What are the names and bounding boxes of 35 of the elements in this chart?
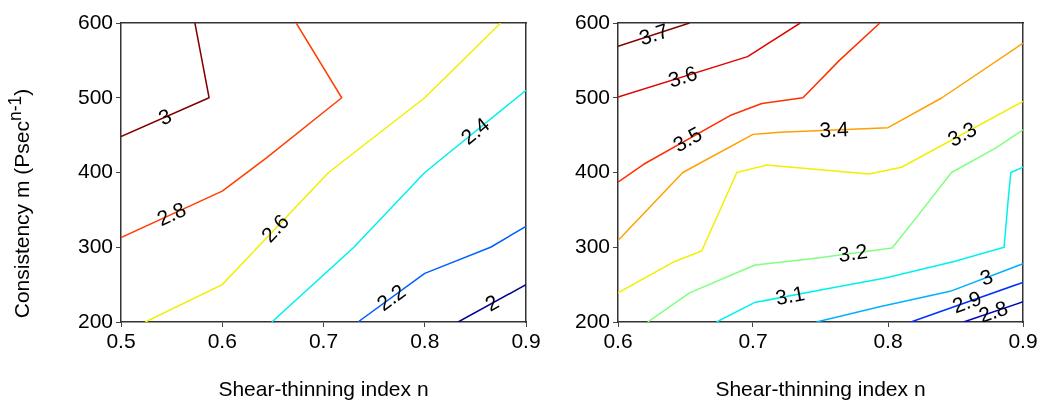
y-tick-label: 400 bbox=[574, 159, 610, 183]
x-tick-label: 0.8 bbox=[410, 329, 440, 353]
text: 2.4 bbox=[456, 112, 494, 149]
y-tick-label: 500 bbox=[574, 84, 610, 108]
text: 2.6 bbox=[256, 209, 294, 247]
x-axis-title: Shear-thinning index n bbox=[715, 377, 926, 401]
text: 3.5 bbox=[668, 121, 706, 157]
y-tick-label: 200 bbox=[77, 308, 113, 332]
text: 3 bbox=[976, 264, 996, 290]
y-tick-label: 300 bbox=[77, 234, 113, 258]
y-tick-label: 600 bbox=[77, 9, 113, 33]
text: 3.7 bbox=[636, 18, 671, 50]
text: 3.2 bbox=[836, 239, 869, 266]
x-tick-label: 0.5 bbox=[106, 329, 136, 353]
text: 3.1 bbox=[773, 281, 807, 310]
x-tick-label: 0.6 bbox=[603, 329, 633, 353]
text: 3.3 bbox=[943, 116, 981, 151]
text: 3 bbox=[154, 103, 175, 130]
x-tick-label: 0.7 bbox=[308, 329, 339, 353]
x-tick-label: 0.9 bbox=[1008, 329, 1038, 353]
y-tick-label: 500 bbox=[77, 84, 113, 108]
y-tick-label: 600 bbox=[574, 9, 610, 33]
x-tick-label: 0.8 bbox=[873, 329, 903, 353]
text: 2 bbox=[481, 289, 503, 316]
x-tick-label: 0.9 bbox=[511, 329, 541, 353]
series-label: 3.4 bbox=[818, 117, 850, 142]
text: 3.6 bbox=[665, 60, 700, 92]
y-tick-label: 300 bbox=[574, 234, 610, 258]
text: 2.2 bbox=[372, 279, 410, 316]
text: 2.8 bbox=[153, 197, 190, 231]
x-axis-title: Shear-thinning index n bbox=[218, 377, 429, 401]
x-tick-label: 0.7 bbox=[738, 329, 768, 353]
x-tick-label: 0.6 bbox=[207, 329, 237, 353]
y-tick-label: 200 bbox=[574, 308, 610, 332]
y-tick-label: 400 bbox=[77, 159, 113, 183]
